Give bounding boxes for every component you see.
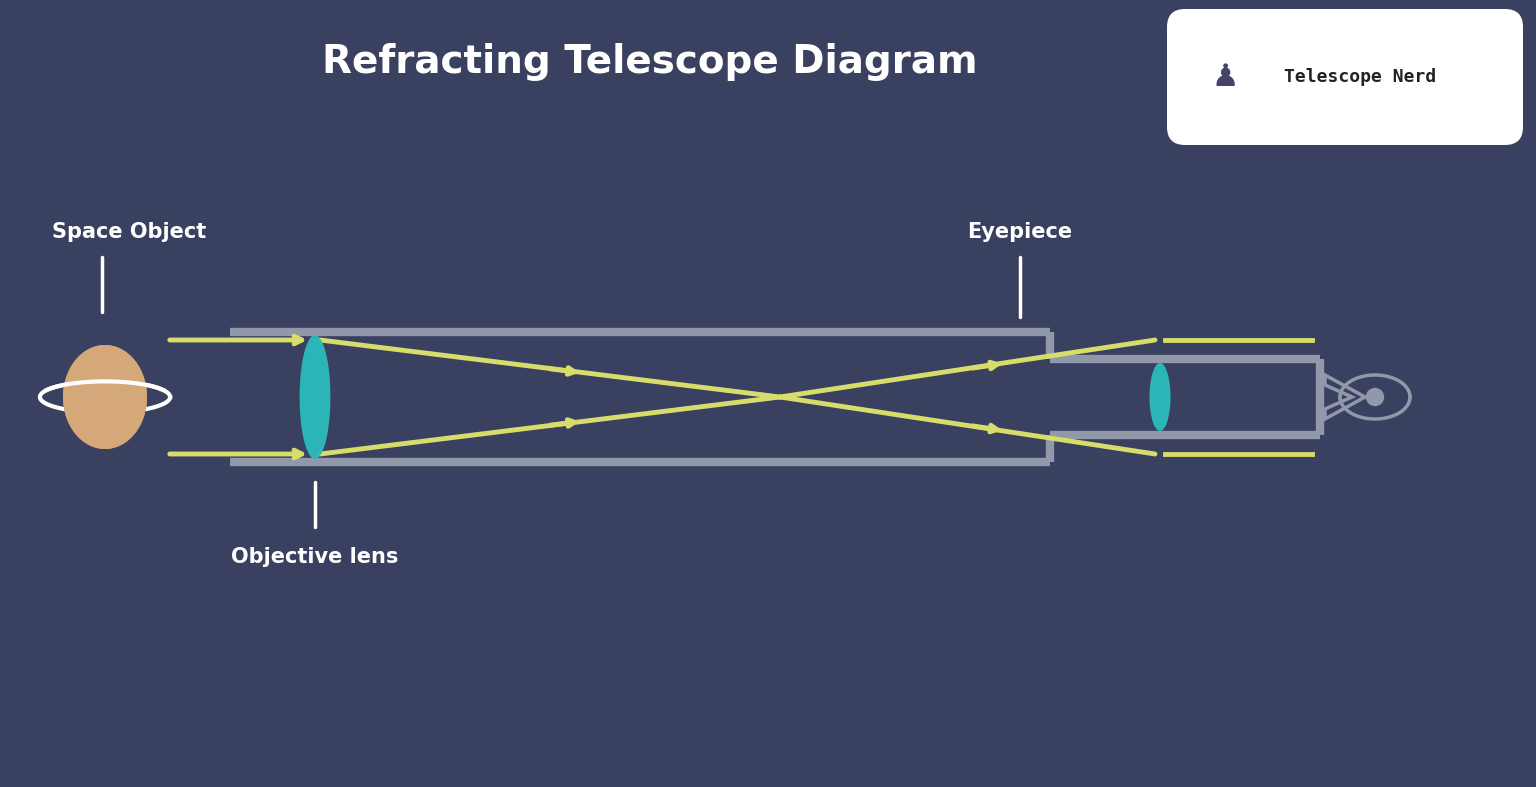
Ellipse shape [63, 345, 147, 449]
Text: Objective lens: Objective lens [232, 547, 399, 567]
Polygon shape [1149, 363, 1170, 431]
Polygon shape [300, 335, 330, 459]
Text: Space Object: Space Object [52, 222, 206, 242]
Text: ♟: ♟ [1212, 62, 1238, 91]
FancyBboxPatch shape [1167, 9, 1524, 145]
Text: Telescope Nerd: Telescope Nerd [1284, 68, 1436, 86]
Text: Refracting Telescope Diagram: Refracting Telescope Diagram [323, 43, 978, 81]
Circle shape [1367, 389, 1384, 405]
Text: Eyepiece: Eyepiece [968, 222, 1072, 242]
Ellipse shape [63, 345, 147, 449]
